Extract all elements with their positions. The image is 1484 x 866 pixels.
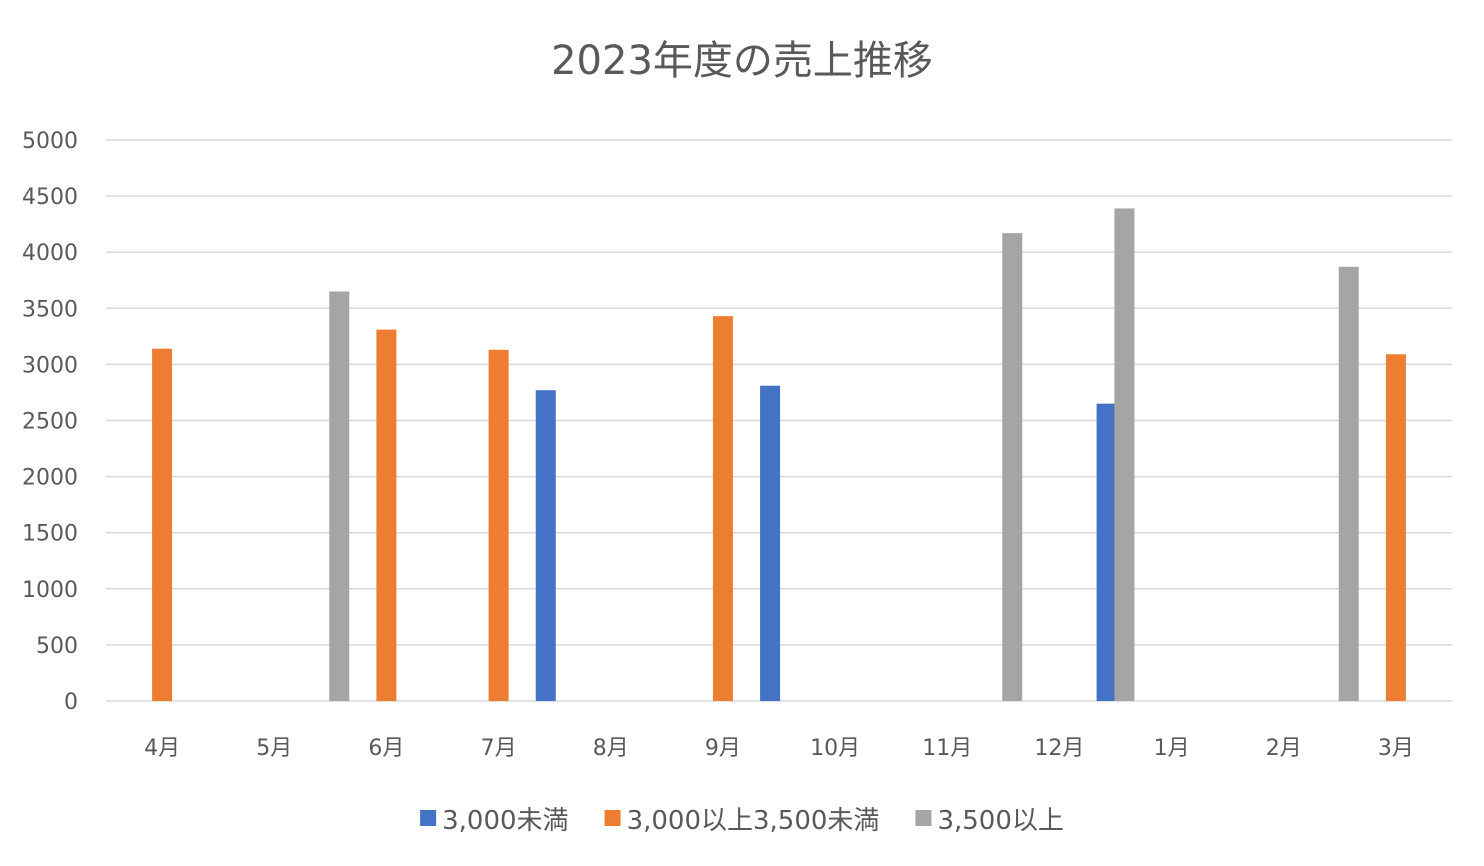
bar-2月-series-3 <box>1338 266 1359 701</box>
x-tick-label: 6月 <box>368 736 404 761</box>
y-tick-label: 1500 <box>22 522 78 547</box>
chart-title: 2023年度の売上推移 <box>551 38 933 84</box>
legend-label: 3,500以上 <box>937 806 1063 836</box>
y-tick-label: 0 <box>64 690 78 715</box>
x-axis-ticks: 4月 5月 6月 7月 8月 9月 10月 11月 12月 1月 2月 3月 <box>144 736 1414 761</box>
x-tick-label: 2月 <box>1266 736 1302 761</box>
bar-12月-series-3 <box>1114 208 1135 701</box>
bars <box>152 208 1406 701</box>
legend-label: 3,000未満 <box>442 806 568 836</box>
bar-10月-series-1 <box>760 385 781 701</box>
bar-1月-series-1 <box>1096 403 1117 701</box>
legend: 3,000未満 3,000以上3,500未満 3,500以上 <box>420 806 1064 836</box>
y-tick-label: 2000 <box>22 466 78 491</box>
legend-item: 3,500以上 <box>915 806 1064 836</box>
legend-item: 3,000以上3,500未満 <box>604 806 880 836</box>
bar-7月-series-2 <box>488 349 509 701</box>
y-tick-label: 1000 <box>22 578 78 603</box>
x-tick-label: 1月 <box>1154 736 1190 761</box>
y-tick-label: 2500 <box>22 410 78 435</box>
x-tick-label: 7月 <box>481 736 517 761</box>
y-tick-label: 500 <box>36 634 78 659</box>
y-tick-label: 3500 <box>22 297 78 322</box>
y-tick-label: 5000 <box>22 129 78 154</box>
legend-swatch <box>915 810 932 826</box>
x-tick-label: 8月 <box>593 736 629 761</box>
x-tick-label: 10月 <box>810 736 860 761</box>
bar-11月-series-3 <box>1002 233 1023 701</box>
bar-4月-series-2 <box>152 348 173 701</box>
legend-item: 3,000未満 <box>420 806 569 836</box>
legend-label: 3,000以上3,500未満 <box>627 806 880 836</box>
y-tick-label: 4500 <box>22 185 78 210</box>
y-tick-label: 4000 <box>22 241 78 266</box>
x-tick-label: 9月 <box>705 736 741 761</box>
x-tick-label: 11月 <box>922 736 972 761</box>
x-tick-label: 5月 <box>256 736 292 761</box>
bar-3月-series-2 <box>1385 354 1406 701</box>
bar-9月-series-2 <box>712 316 733 701</box>
bar-8月-series-1 <box>535 390 556 701</box>
bar-5月-series-3 <box>329 291 350 701</box>
legend-swatch <box>604 810 621 826</box>
x-tick-label: 3月 <box>1378 736 1414 761</box>
y-axis-ticks: 0 500 1000 1500 2000 2500 3000 3500 4000 4500 5000 <box>22 129 78 715</box>
x-tick-label: 12月 <box>1034 736 1084 761</box>
x-tick-label: 4月 <box>144 736 180 761</box>
legend-swatch <box>420 810 437 826</box>
bar-6月-series-2 <box>376 329 397 701</box>
y-tick-label: 3000 <box>22 353 78 378</box>
